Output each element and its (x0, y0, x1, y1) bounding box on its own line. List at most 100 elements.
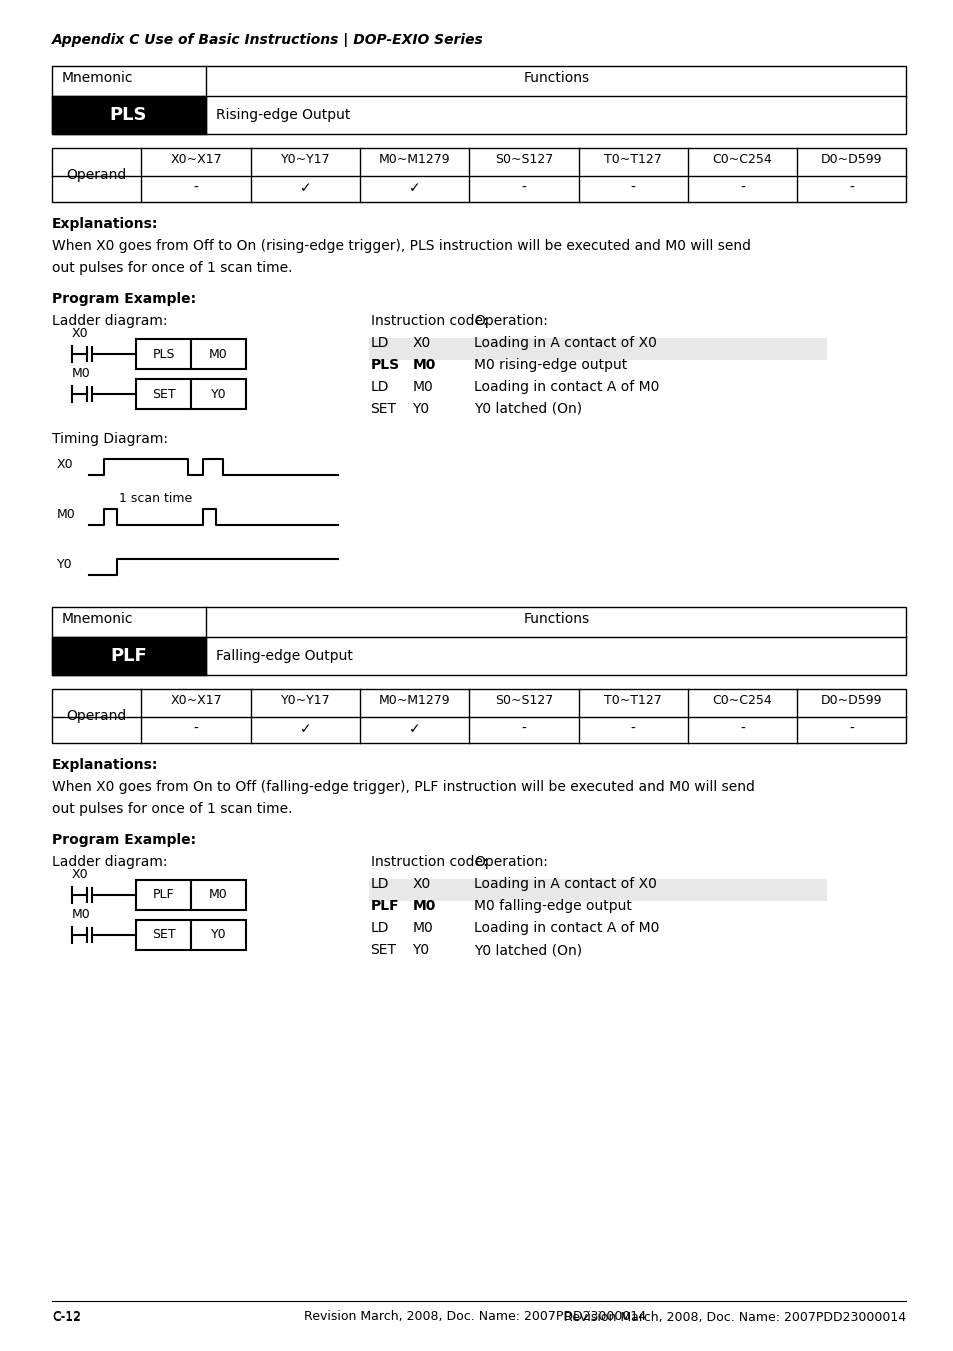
Text: M0: M0 (412, 358, 436, 372)
Text: Explanations:: Explanations: (51, 758, 158, 771)
Text: LD: LD (370, 380, 389, 394)
Text: Functions: Functions (522, 72, 589, 85)
Bar (191, 380, 246, 409)
Text: M0: M0 (412, 380, 433, 394)
Text: Timing Diagram:: Timing Diagram: (51, 432, 168, 446)
Text: D0~D599: D0~D599 (821, 153, 882, 166)
Text: M0~M1279: M0~M1279 (378, 694, 450, 707)
Text: Operand: Operand (67, 709, 127, 723)
Bar (51, 638, 206, 676)
Text: -: - (630, 721, 635, 736)
Text: Y0~Y17: Y0~Y17 (280, 153, 330, 166)
Text: Program Example:: Program Example: (51, 834, 195, 847)
Text: Mnemonic: Mnemonic (62, 612, 133, 626)
Text: -: - (740, 181, 744, 195)
Text: PLS: PLS (152, 347, 175, 361)
Text: -: - (193, 721, 198, 736)
Text: Y0: Y0 (412, 403, 429, 416)
Text: M0: M0 (71, 367, 91, 380)
Bar (136, 380, 191, 409)
Text: ✓: ✓ (409, 181, 420, 195)
Text: T0~T127: T0~T127 (603, 153, 661, 166)
Text: Loading in contact A of M0: Loading in contact A of M0 (474, 380, 659, 394)
Text: M0: M0 (412, 898, 436, 913)
Text: X0: X0 (57, 458, 73, 471)
Text: LD: LD (370, 921, 389, 935)
Text: Operand: Operand (67, 168, 127, 182)
Text: 1 scan time: 1 scan time (118, 492, 192, 505)
Text: X0: X0 (412, 336, 430, 350)
Text: Operation:: Operation: (474, 855, 547, 869)
Text: LD: LD (370, 336, 389, 350)
Text: X0: X0 (71, 327, 89, 340)
Text: -: - (848, 181, 853, 195)
Text: SET: SET (370, 943, 396, 957)
Bar (191, 339, 246, 369)
Text: Explanations:: Explanations: (51, 218, 158, 231)
Text: -: - (740, 721, 744, 736)
Text: T0~T127: T0~T127 (603, 694, 661, 707)
Bar (51, 149, 905, 203)
Text: X0: X0 (71, 867, 89, 881)
Text: Y0: Y0 (57, 558, 72, 571)
Text: X0~X17: X0~X17 (170, 153, 222, 166)
Text: SET: SET (152, 388, 175, 400)
Text: M0: M0 (209, 889, 228, 901)
Bar (136, 880, 191, 911)
Text: C0~C254: C0~C254 (712, 153, 772, 166)
Bar (191, 920, 246, 950)
Bar (368, 338, 826, 359)
Text: X0: X0 (412, 877, 430, 892)
Text: Operation:: Operation: (474, 313, 547, 328)
Text: M0: M0 (209, 347, 228, 361)
Text: Loading in contact A of M0: Loading in contact A of M0 (474, 921, 659, 935)
Text: -: - (630, 181, 635, 195)
Text: PLF: PLF (370, 898, 398, 913)
Text: -: - (521, 721, 526, 736)
Text: Y0 latched (On): Y0 latched (On) (474, 403, 581, 416)
Text: Instruction code:: Instruction code: (370, 313, 487, 328)
Text: -: - (193, 181, 198, 195)
Text: Program Example:: Program Example: (51, 292, 195, 305)
Text: C-12: C-12 (51, 1310, 81, 1324)
Text: M0~M1279: M0~M1279 (378, 153, 450, 166)
Text: Loading in A contact of X0: Loading in A contact of X0 (474, 877, 657, 892)
Text: SET: SET (370, 403, 396, 416)
Text: PLS: PLS (370, 358, 399, 372)
Text: out pulses for once of 1 scan time.: out pulses for once of 1 scan time. (51, 261, 292, 276)
Text: Y0: Y0 (412, 943, 429, 957)
Bar (51, 66, 905, 134)
Text: Revision March, 2008, Doc. Name: 2007PDD23000014: Revision March, 2008, Doc. Name: 2007PDD… (304, 1310, 645, 1323)
Text: Functions: Functions (522, 612, 589, 626)
Text: M0: M0 (412, 921, 433, 935)
Bar (51, 689, 905, 743)
Bar (51, 96, 206, 134)
Text: C-12: C-12 (51, 1310, 81, 1323)
Text: C0~C254: C0~C254 (712, 694, 772, 707)
Text: Revision March, 2008, Doc. Name: 2007PDD23000014: Revision March, 2008, Doc. Name: 2007PDD… (563, 1310, 905, 1324)
Text: Y0: Y0 (211, 928, 226, 942)
Text: Y0~Y17: Y0~Y17 (280, 694, 330, 707)
Bar (368, 880, 826, 901)
Text: When X0 goes from Off to On (rising-edge trigger), PLS instruction will be execu: When X0 goes from Off to On (rising-edge… (51, 239, 750, 253)
Text: PLF: PLF (152, 889, 174, 901)
Text: ✓: ✓ (409, 721, 420, 736)
Text: M0 falling-edge output: M0 falling-edge output (474, 898, 631, 913)
Bar (136, 920, 191, 950)
Text: Y0 latched (On): Y0 latched (On) (474, 943, 581, 957)
Text: D0~D599: D0~D599 (821, 694, 882, 707)
Text: PLF: PLF (110, 647, 147, 665)
Text: Falling-edge Output: Falling-edge Output (216, 648, 353, 663)
Text: Rising-edge Output: Rising-edge Output (216, 108, 350, 122)
Text: LD: LD (370, 877, 389, 892)
Text: out pulses for once of 1 scan time.: out pulses for once of 1 scan time. (51, 802, 292, 816)
Text: M0 rising-edge output: M0 rising-edge output (474, 358, 627, 372)
Text: ✓: ✓ (299, 721, 311, 736)
Bar (51, 607, 905, 676)
Text: Instruction code:: Instruction code: (370, 855, 487, 869)
Text: Mnemonic: Mnemonic (62, 72, 133, 85)
Text: Y0: Y0 (211, 388, 226, 400)
Text: M0: M0 (71, 908, 91, 921)
Text: When X0 goes from On to Off (falling-edge trigger), PLF instruction will be exec: When X0 goes from On to Off (falling-edg… (51, 780, 754, 794)
Text: SET: SET (152, 928, 175, 942)
